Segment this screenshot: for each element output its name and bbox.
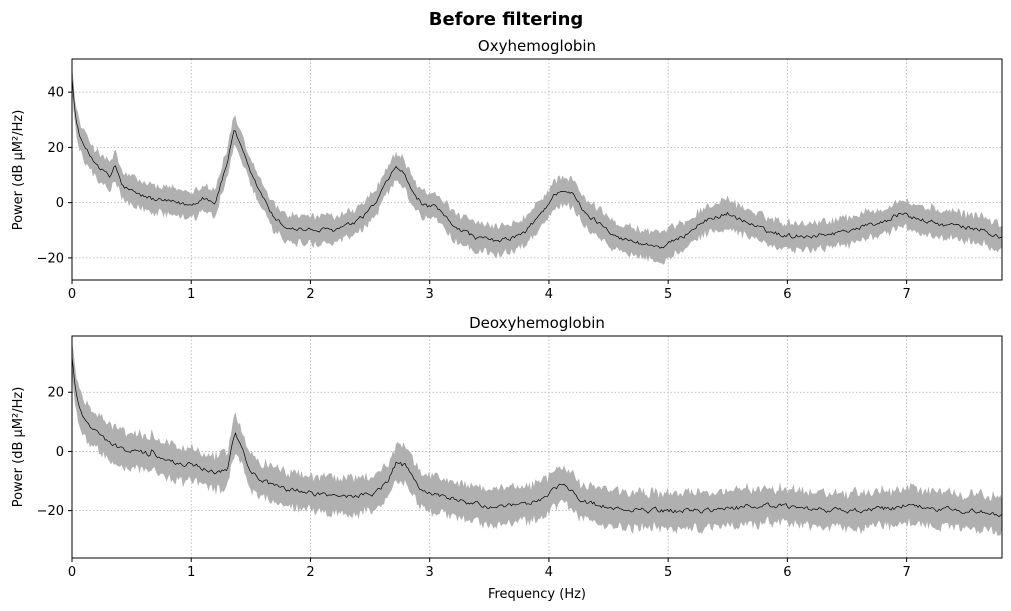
- ytick-label: −20: [37, 504, 64, 519]
- xtick-label: 3: [426, 287, 434, 302]
- xtick-label: 4: [545, 287, 553, 302]
- xtick-label: 1: [187, 565, 195, 580]
- grid-oxy: [71, 59, 1002, 280]
- figure-suptitle: Before filtering: [429, 9, 584, 30]
- xtick-label: 5: [664, 565, 672, 580]
- line-deoxy: [71, 356, 1003, 518]
- xticks-oxy: 0 1 2 3 4 5 6 7: [68, 280, 911, 302]
- ylabel-deoxy: Power (dB µM²/Hz): [11, 387, 26, 508]
- xtick-label: 1: [187, 287, 195, 302]
- xtick-label: 0: [68, 565, 76, 580]
- xtick-label: 7: [902, 287, 910, 302]
- std-band: [72, 67, 1002, 265]
- panel-deoxyhemoglobin: Deoxyhemoglobin 0 1 2 3 4 5 6 7 −20 0 20 Power (d…: [11, 314, 1003, 602]
- mean-psd-line: [71, 356, 1003, 518]
- ytick-label: 20: [47, 141, 64, 156]
- ytick-label: 40: [47, 86, 64, 101]
- ytick-label: 0: [56, 196, 64, 211]
- xtick-label: 5: [664, 287, 672, 302]
- std-band: [72, 341, 1002, 536]
- band-oxy: [72, 67, 1002, 265]
- yticks-deoxy: −20 0 20: [37, 386, 72, 519]
- band-deoxy: [72, 341, 1002, 536]
- xtick-label: 0: [68, 287, 76, 302]
- ylabel-oxy: Power (dB µM²/Hz): [11, 110, 26, 231]
- ytick-label: 0: [56, 445, 64, 460]
- xticks-deoxy: 0 1 2 3 4 5 6 7: [68, 558, 911, 580]
- xtick-label: 4: [545, 565, 553, 580]
- yticks-oxy: −20 0 20 40: [37, 86, 72, 266]
- panel-title-oxy: Oxyhemoglobin: [478, 37, 596, 55]
- xtick-label: 3: [426, 565, 434, 580]
- ytick-label: −20: [37, 251, 64, 266]
- line-oxy: [71, 77, 1003, 249]
- ytick-label: 20: [47, 386, 64, 401]
- panel-title-deoxy: Deoxyhemoglobin: [469, 314, 605, 332]
- axes-frame-oxy: [71, 58, 1003, 281]
- xtick-label: 7: [902, 565, 910, 580]
- axes-frame-deoxy: [71, 335, 1003, 559]
- mean-psd-line: [71, 77, 1003, 249]
- xlabel: Frequency (Hz): [488, 587, 586, 602]
- xtick-label: 6: [783, 565, 791, 580]
- xtick-label: 2: [306, 287, 314, 302]
- xtick-label: 6: [783, 287, 791, 302]
- panel-oxyhemoglobin: Oxyhemoglobin 0 1 2 3 4 5 6 7 −20 0 20 40 Power (d…: [11, 37, 1003, 302]
- xtick-label: 2: [306, 565, 314, 580]
